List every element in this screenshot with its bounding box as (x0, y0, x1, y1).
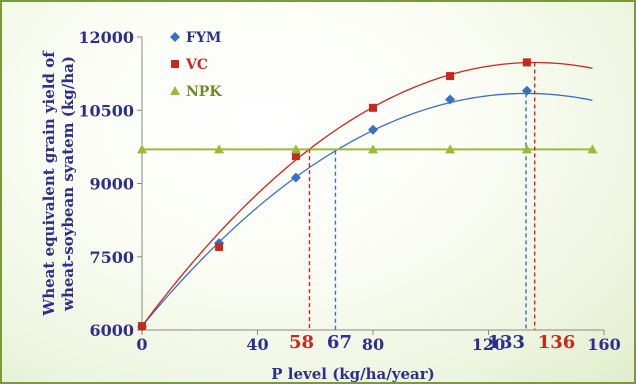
y-tick-label: 7500 (89, 248, 134, 267)
annotation-136: 136 (538, 332, 576, 353)
annotation-133: 133 (487, 332, 525, 353)
y-tick-label: 9000 (89, 175, 134, 194)
vc-point (522, 58, 531, 67)
trendlines (141, 61, 593, 327)
npk-point (214, 144, 225, 154)
npk-point (137, 144, 147, 154)
npk-point (587, 144, 598, 154)
vc-point (215, 242, 224, 251)
vc-point (369, 103, 377, 112)
annotation-labels: 67 133 58 136 (289, 332, 575, 353)
legend-marker-fym (170, 32, 180, 42)
x-tick-labels: 0 40 80 120 160 (136, 330, 621, 354)
x-tick-label: 120 (472, 335, 505, 354)
annotation-67: 67 (327, 332, 352, 353)
trendline-vc (141, 61, 593, 327)
x-axis-title: P level (kg/ha/year) (271, 365, 434, 383)
fym-point (368, 124, 378, 135)
y-tick-label: 12000 (78, 28, 134, 47)
y-tick-labels: 6000 7500 9000 10500 12000 (78, 28, 142, 340)
data-points (137, 58, 598, 332)
fym-point (445, 94, 456, 105)
y-axis-title-line: wheat-soybean syatem (kg/ha) (59, 56, 77, 312)
npk-point (521, 144, 532, 154)
legend-label-npk: NPK (186, 84, 222, 100)
x-tick-label: 80 (362, 335, 384, 354)
y-tick-label: 6000 (89, 321, 134, 340)
y-axis-title-line: Wheat equivalent grain yield of (40, 50, 58, 317)
npk-point (445, 144, 456, 154)
npk-point (290, 144, 301, 154)
fym-point (290, 172, 301, 183)
vc-point (138, 322, 146, 331)
trendline-fym (141, 92, 593, 327)
vc-point (291, 152, 300, 161)
legend-label-vc: VC (185, 57, 208, 73)
annotation-58: 58 (289, 332, 314, 353)
x-tick-label: 40 (246, 335, 268, 354)
x-tick-label: 0 (136, 335, 147, 354)
y-axis-title: Wheat equivalent grain yield ofwheat-soy… (40, 50, 77, 317)
legend-label-fym: FYM (186, 30, 221, 46)
y-tick-label: 10500 (78, 101, 134, 120)
x-tick-label: 160 (587, 335, 620, 354)
legend-marker-vc (171, 60, 179, 68)
legend: FYM VC NPK (170, 30, 222, 100)
drop-lines (308, 62, 536, 330)
vc-point (446, 72, 455, 81)
fym-point (521, 85, 532, 96)
legend-marker-npk (170, 86, 180, 95)
npk-point (368, 144, 378, 154)
